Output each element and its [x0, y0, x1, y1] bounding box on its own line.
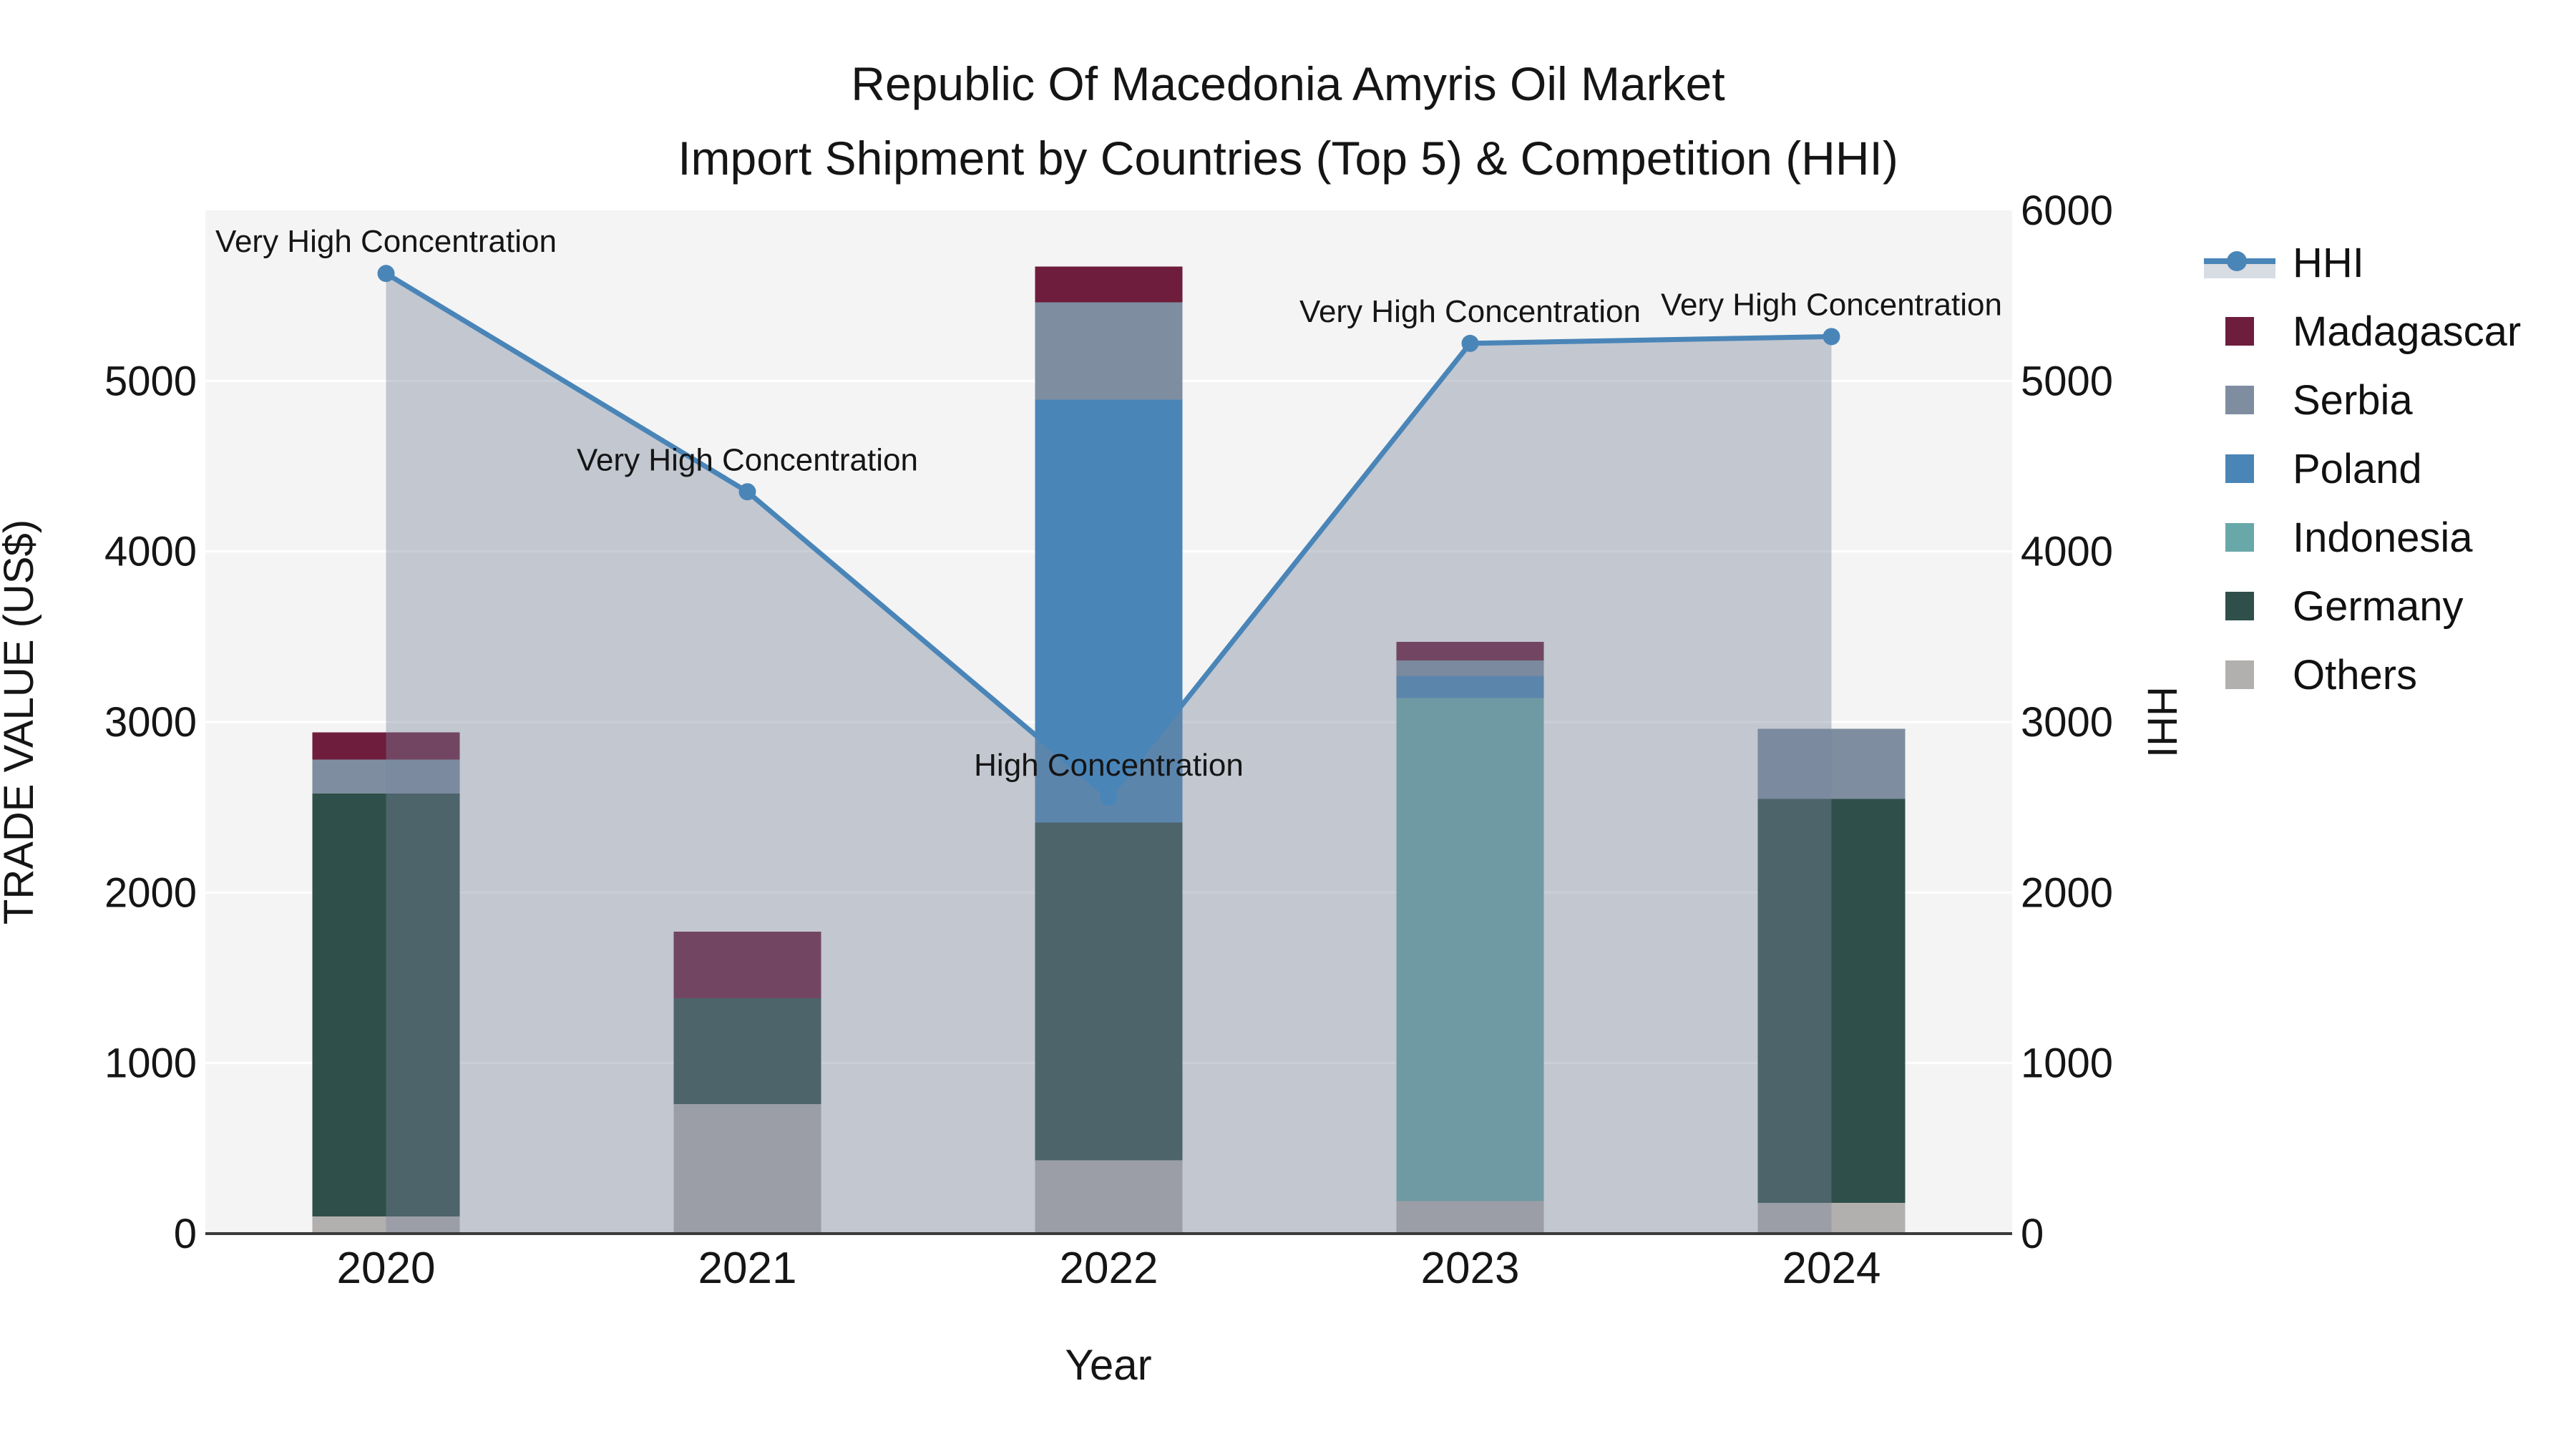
- bar-segment-serbia-2023[interactable]: [1396, 660, 1544, 676]
- bar-segment-others-2020[interactable]: [312, 1216, 460, 1234]
- legend-item-poland[interactable]: Poland: [2204, 444, 2521, 494]
- legend-label: Poland: [2293, 445, 2422, 492]
- left-tick-2000: 2000: [104, 869, 197, 916]
- hhi-point-2023[interactable]: [1461, 334, 1479, 352]
- hhi-point-2024[interactable]: [1823, 328, 1840, 346]
- hhi-area-polygon: [386, 273, 1832, 1234]
- legend-item-others[interactable]: Others: [2204, 650, 2521, 700]
- bar-segment-others-2022[interactable]: [1035, 1160, 1183, 1234]
- x-tick-2022: 2022: [1060, 1244, 1158, 1293]
- right-tick-2000: 2000: [2021, 869, 2113, 916]
- bar-segment-madagascar-2023[interactable]: [1396, 641, 1544, 661]
- bar-segment-serbia-2022[interactable]: [1035, 302, 1183, 400]
- legend-label: Madagascar: [2293, 308, 2522, 355]
- annotation-2024: Very High Concentration: [1661, 287, 2002, 322]
- legend-swatch-icon: [2204, 660, 2275, 689]
- x-tick-2020: 2020: [337, 1244, 436, 1293]
- legend-label: HHI: [2293, 239, 2364, 286]
- chart-title-line2: Import Shipment by Countries (Top 5) & C…: [678, 132, 1898, 185]
- legend-label: Others: [2293, 651, 2418, 698]
- bar-segment-germany-2024[interactable]: [1757, 799, 1906, 1204]
- bar-segment-indonesia-2023[interactable]: [1396, 698, 1544, 1201]
- x-tick-2021: 2021: [698, 1244, 797, 1293]
- right-tick-3000: 3000: [2021, 699, 2113, 746]
- bar-segment-germany-2022[interactable]: [1035, 822, 1183, 1161]
- annotation-2023: Very High Concentration: [1299, 294, 1641, 329]
- legend-swatch-icon: [2204, 592, 2275, 620]
- bar-segment-others-2021[interactable]: [673, 1103, 821, 1234]
- bar-segment-poland-2023[interactable]: [1396, 675, 1544, 698]
- legend-item-madagascar[interactable]: Madagascar: [2204, 306, 2521, 356]
- hhi-point-2021[interactable]: [738, 483, 756, 501]
- legend-item-serbia[interactable]: Serbia: [2204, 375, 2521, 425]
- left-tick-3000: 3000: [104, 699, 197, 746]
- x-tick-labels: 2020 2021 2022 2023 2024: [337, 1244, 1881, 1293]
- annotation-2020: Very High Concentration: [215, 224, 557, 259]
- hhi-point-2022[interactable]: [1100, 788, 1118, 806]
- right-tick-5000: 5000: [2021, 358, 2113, 404]
- legend-item-hhi[interactable]: HHI: [2204, 238, 2521, 288]
- hhi-point-2020[interactable]: [377, 265, 395, 283]
- bar-segment-poland-2022[interactable]: [1035, 399, 1183, 823]
- x-tick-2023: 2023: [1421, 1244, 1520, 1293]
- bar-segment-madagascar-2022[interactable]: [1035, 266, 1183, 303]
- annotation-2022: High Concentration: [974, 748, 1244, 783]
- bar-segment-germany-2021[interactable]: [673, 998, 821, 1104]
- legend: HHI Madagascar Serbia Poland Indonesia German…: [2204, 238, 2521, 718]
- legend-label: Indonesia: [2293, 514, 2473, 561]
- legend-swatch-icon: [2204, 454, 2275, 483]
- x-tick-2024: 2024: [1782, 1244, 1881, 1293]
- hhi-line: [377, 265, 1840, 806]
- y-axis-title-right: HHI: [2139, 686, 2185, 758]
- chart-title-line1: Republic Of Macedonia Amyris Oil Market: [851, 57, 1724, 110]
- hhi-area-fill: [386, 273, 1832, 1234]
- y-axis-title-left: TRADE VALUE (US$): [0, 519, 42, 924]
- hhi-line-swatch-icon: [2204, 243, 2275, 283]
- legend-label: Serbia: [2293, 376, 2413, 424]
- left-tick-4000: 4000: [104, 529, 197, 575]
- bar-segment-others-2024[interactable]: [1757, 1203, 1906, 1234]
- legend-swatch-icon: [2204, 523, 2275, 552]
- legend-label: Germany: [2293, 582, 2464, 630]
- bar-segment-madagascar-2021[interactable]: [673, 932, 821, 999]
- bar-stacks: [312, 266, 1906, 1234]
- left-tick-1000: 1000: [104, 1040, 197, 1087]
- bar-segment-germany-2020[interactable]: [312, 794, 460, 1217]
- bar-segment-serbia-2020[interactable]: [312, 759, 460, 794]
- legend-item-indonesia[interactable]: Indonesia: [2204, 512, 2521, 562]
- x-axis-title: Year: [1065, 1341, 1151, 1389]
- left-tick-0: 0: [174, 1211, 197, 1257]
- left-tick-labels: 0 1000 2000 3000 4000 5000: [104, 358, 197, 1257]
- left-tick-5000: 5000: [104, 358, 197, 404]
- legend-swatch-icon: [2204, 317, 2275, 346]
- annotation-2021: Very High Concentration: [577, 442, 918, 477]
- right-tick-4000: 4000: [2021, 529, 2113, 575]
- right-tick-6000: 6000: [2021, 187, 2113, 234]
- right-tick-1000: 1000: [2021, 1040, 2113, 1087]
- right-tick-labels: 0 1000 2000 3000 4000 5000 6000: [2021, 187, 2113, 1257]
- legend-item-germany[interactable]: Germany: [2204, 581, 2521, 631]
- bar-segment-others-2023[interactable]: [1396, 1201, 1544, 1234]
- right-tick-0: 0: [2021, 1211, 2044, 1257]
- annotations: Very High Concentration Very High Concent…: [215, 224, 2002, 783]
- bar-segment-madagascar-2020[interactable]: [312, 732, 460, 760]
- legend-swatch-icon: [2204, 386, 2275, 414]
- bar-segment-serbia-2024[interactable]: [1757, 728, 1906, 799]
